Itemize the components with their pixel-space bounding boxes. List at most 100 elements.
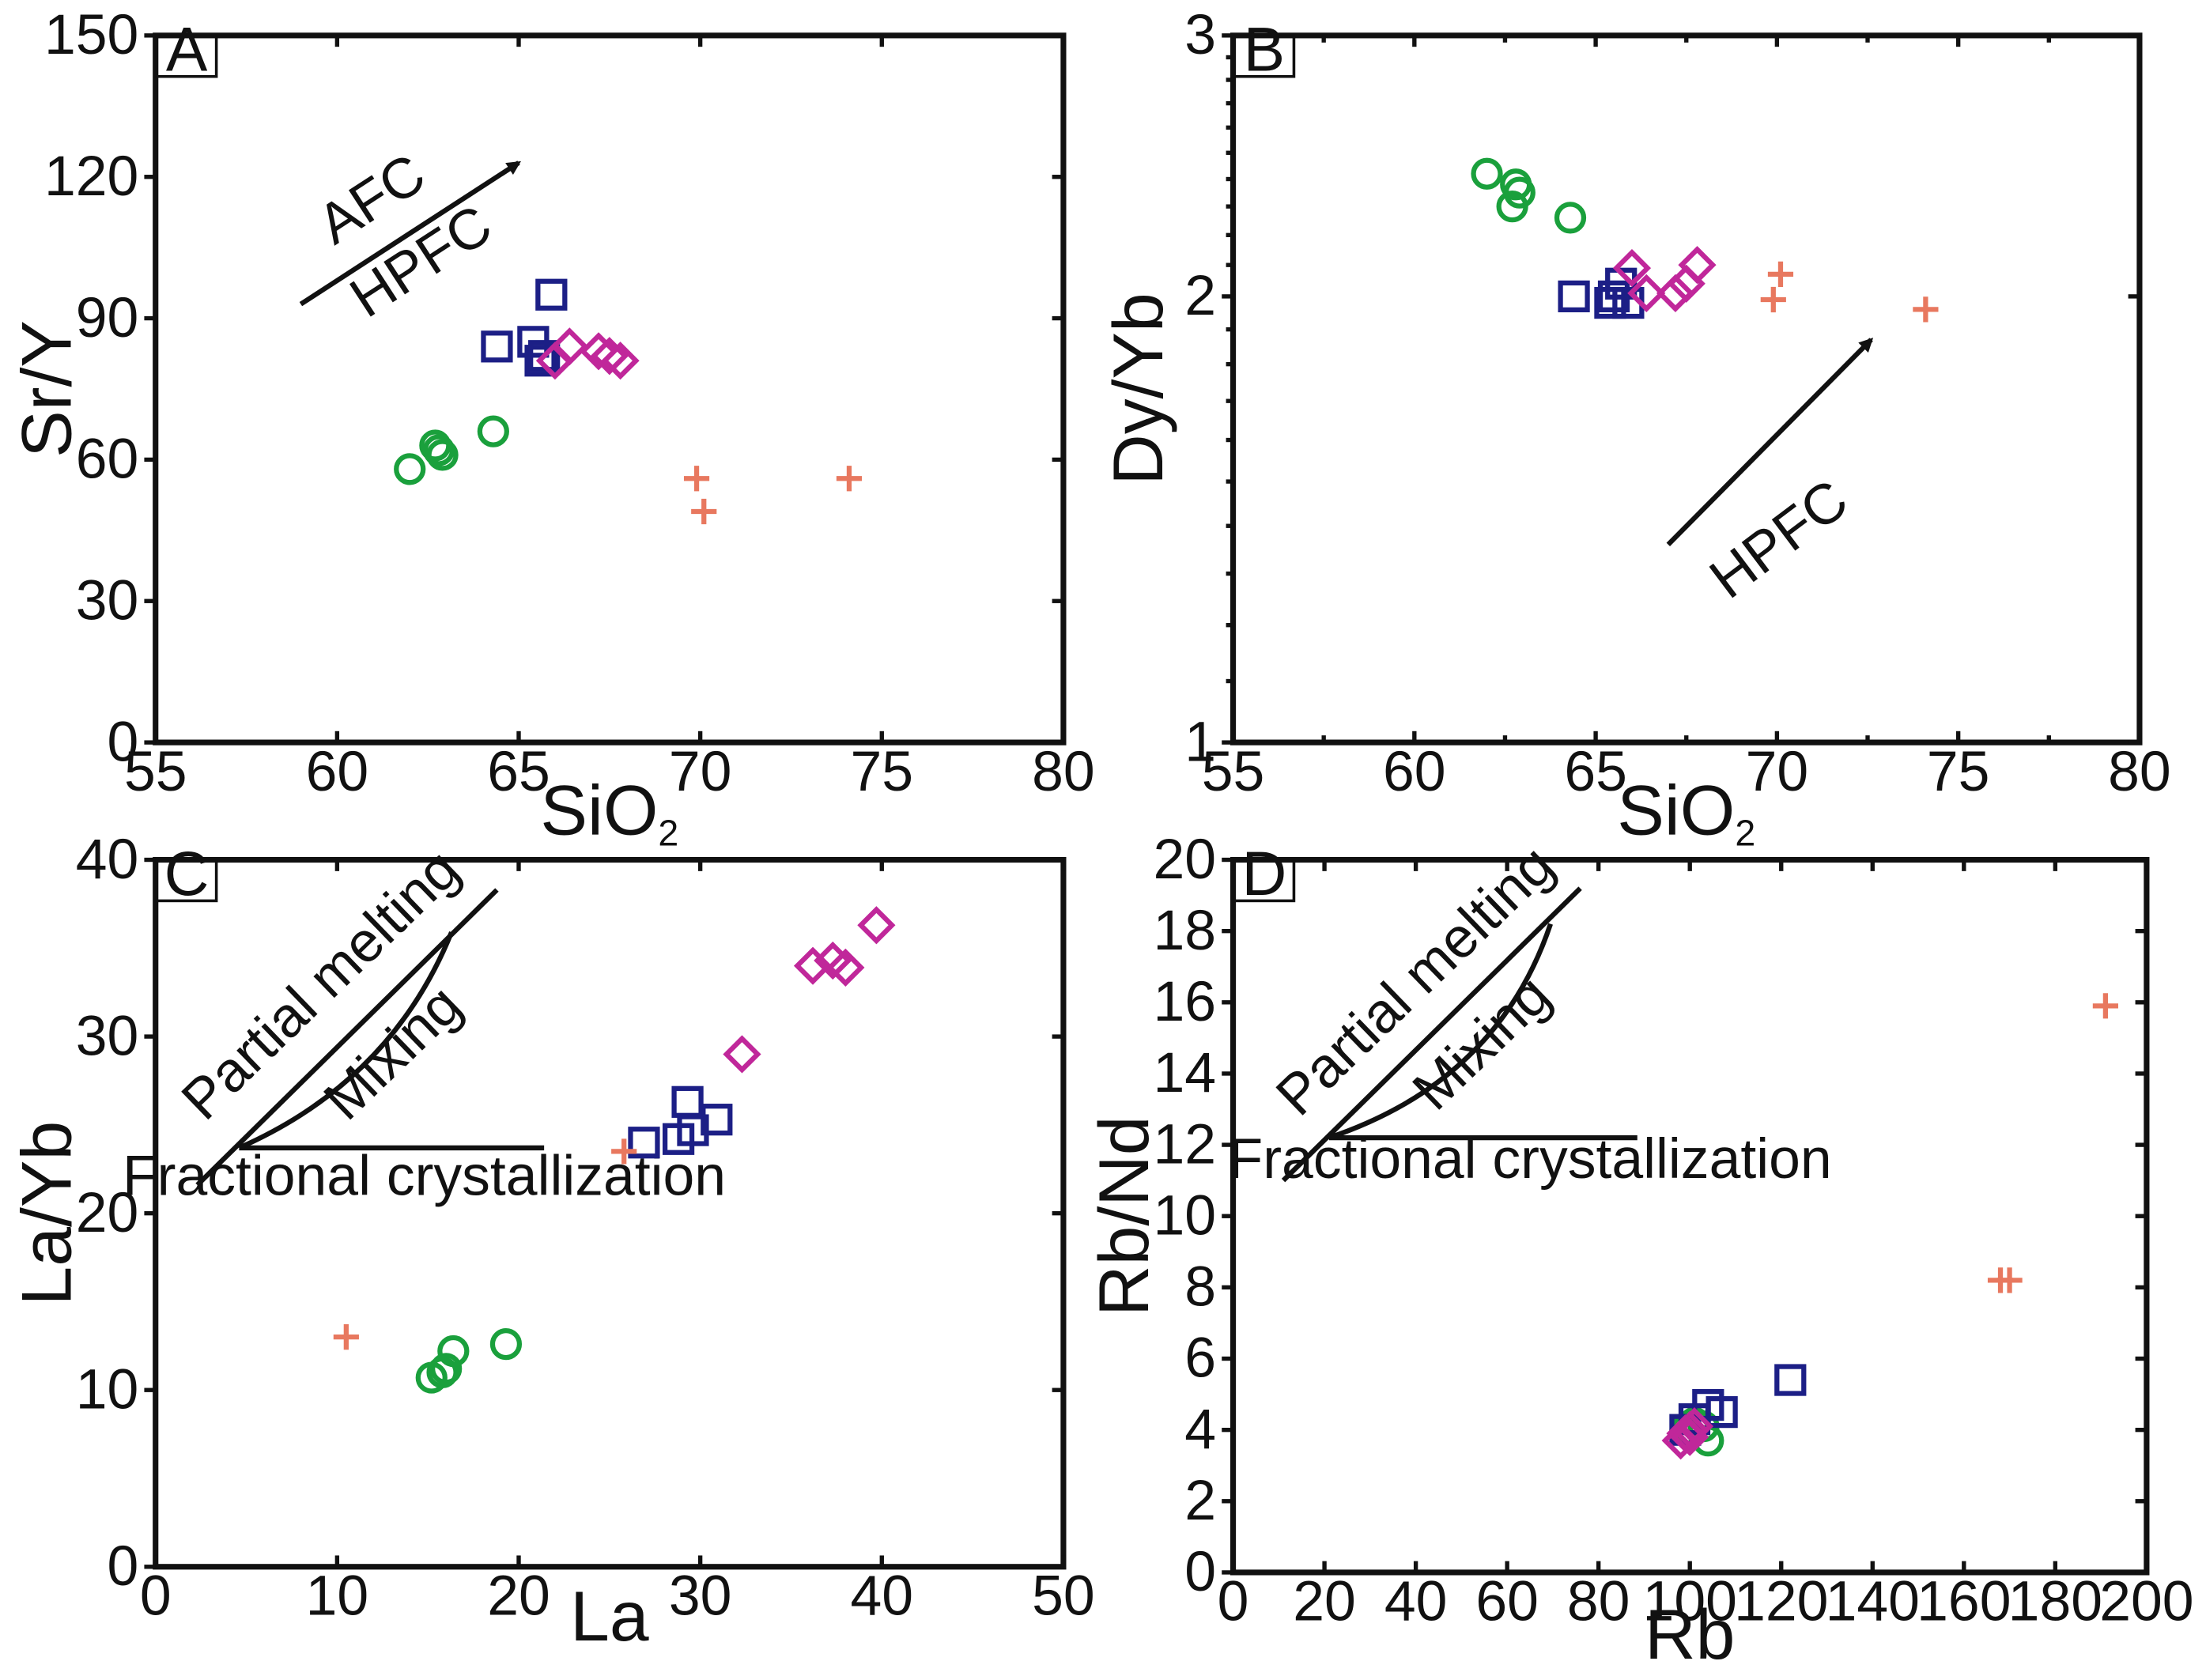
x-axis-label: La: [570, 1576, 649, 1655]
data-point-square: [701, 1104, 733, 1136]
x-tick-label: 70: [669, 740, 732, 803]
data-point-plus: [1913, 296, 1939, 323]
data-point-diamond: [857, 906, 896, 945]
x-tick-label: 55: [124, 740, 187, 803]
y-tick-label: 90: [76, 286, 139, 349]
y-axis-label: Dy/Yb: [1098, 293, 1177, 485]
data-point-diamond: [579, 332, 618, 371]
x-tick-label: 80: [2108, 740, 2171, 803]
data-point-diamond: [1627, 274, 1666, 312]
plot-frame: [153, 856, 1067, 1570]
mixing-curve: [1328, 923, 1553, 1141]
data-point-plus: [691, 498, 717, 525]
series-diamond: [1612, 246, 1717, 312]
x-tick-label: 80: [1032, 740, 1095, 803]
panel-letter-box: [155, 859, 218, 903]
y-tick-label: 10: [1154, 1184, 1217, 1247]
y-tick-label: 20: [1154, 828, 1217, 891]
panel-letter-box: [1233, 35, 1296, 78]
x-tick-label: 30: [669, 1565, 732, 1628]
data-point-square: [1558, 280, 1590, 313]
x-tick-label: 70: [1746, 740, 1809, 803]
y-tick-label: 60: [76, 428, 139, 491]
y-tick-label: 14: [1154, 1041, 1217, 1104]
y-tick-label: 4: [1184, 1398, 1216, 1461]
data-point-plus: [836, 466, 863, 492]
data-point-plus: [683, 466, 710, 492]
x-tick-label: 60: [1475, 1570, 1539, 1633]
x-tick-label: 60: [306, 740, 369, 803]
x-tick-label: 60: [1383, 740, 1446, 803]
data-point-square: [628, 1127, 660, 1159]
x-tick-label: 80: [1567, 1570, 1630, 1633]
y-tick-label: 3: [1184, 3, 1216, 66]
y-tick-label: 30: [76, 1004, 139, 1067]
x-tick-label: 20: [487, 1565, 550, 1628]
data-point-square: [1594, 286, 1626, 319]
data-point-diamond: [601, 342, 640, 380]
series-diamond: [1661, 1407, 1714, 1460]
data-point-circle: [1471, 157, 1503, 190]
data-point-circle: [437, 1335, 470, 1368]
y-tick-label: 2: [1184, 1469, 1216, 1532]
x-tick-label: 120: [1734, 1570, 1828, 1633]
data-point-plus: [1767, 261, 1794, 287]
data-point-plus: [2092, 993, 2118, 1019]
panel-letter: A: [166, 15, 208, 85]
data-point-circle: [422, 434, 455, 466]
y-axis-label: Rb/Nd: [1084, 1116, 1163, 1316]
panel-letter: C: [164, 839, 210, 908]
y-tick-label: 2: [1184, 264, 1216, 327]
x-axis-label: SiO2: [540, 770, 678, 853]
data-point-circle: [1554, 202, 1587, 234]
x-tick-label: 100: [1643, 1570, 1737, 1633]
series-square: [481, 278, 568, 377]
series-diamond: [535, 327, 640, 380]
series-square: [1669, 1364, 1807, 1446]
series-plus: [333, 1138, 637, 1350]
data-point-diamond: [550, 327, 589, 366]
series-circle: [1471, 157, 1587, 234]
series-circle: [415, 1327, 523, 1394]
x-axis-label: SiO2: [1617, 770, 1755, 853]
y-tick-label: 40: [76, 828, 139, 891]
y-tick-label: 0: [1184, 1540, 1216, 1603]
plot-frame: [1230, 32, 2143, 746]
x-tick-label: 140: [1826, 1570, 1920, 1633]
x-tick-label: 75: [851, 740, 914, 803]
annotation-fractional-crystallization: Fractional crystallization: [1229, 1127, 1832, 1191]
y-tick-label: 120: [44, 145, 138, 208]
x-tick-label: 55: [1202, 740, 1265, 803]
x-tick-label: 75: [1927, 740, 1990, 803]
series-diamond: [723, 906, 896, 1074]
x-tick-label: 10: [306, 1565, 369, 1628]
x-tick-label: 20: [1293, 1570, 1356, 1633]
data-point-square: [528, 340, 561, 372]
y-tick-label: 16: [1154, 970, 1217, 1033]
y-axis-label: Sr/Y: [6, 320, 85, 458]
x-tick-label: 0: [140, 1565, 172, 1628]
data-point-square: [677, 1114, 709, 1146]
y-tick-label: 0: [107, 1535, 138, 1598]
data-point-diamond: [1612, 248, 1652, 288]
panel-d: D0 20 40 60 80 100120140160180200024681012141…: [1084, 828, 2193, 1674]
data-point-circle: [430, 1353, 463, 1385]
y-tick-label: 12: [1154, 1112, 1217, 1176]
data-point-plus: [1996, 1267, 2023, 1293]
data-point-circle: [489, 1327, 523, 1361]
data-point-diamond: [1671, 1418, 1709, 1456]
data-point-square: [671, 1085, 704, 1118]
panel-a: A55 60 65 70 75 800306090120150SiO2Sr/YAFCHPF…: [6, 3, 1094, 854]
data-point-diamond: [590, 337, 629, 376]
y-tick-label: 0: [107, 710, 138, 773]
data-point-plus: [333, 1324, 359, 1350]
trend-arrow: [1666, 338, 1874, 547]
data-point-diamond: [1675, 1407, 1714, 1446]
y-tick-label: 18: [1154, 899, 1217, 962]
x-tick-label: 180: [2008, 1570, 2102, 1633]
data-point-diamond: [793, 946, 833, 985]
data-point-circle: [477, 415, 509, 447]
